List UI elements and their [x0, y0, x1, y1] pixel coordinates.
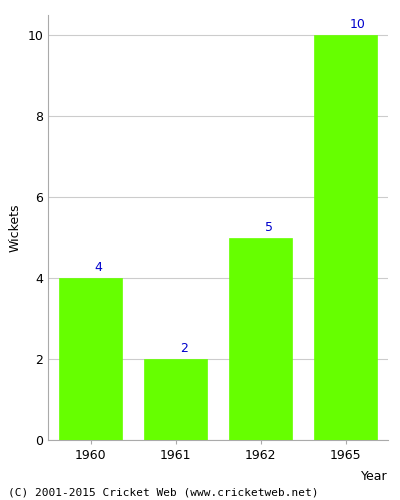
Y-axis label: Wickets: Wickets: [9, 203, 22, 252]
Bar: [314, 35, 377, 440]
Text: 2: 2: [180, 342, 188, 355]
Text: 4: 4: [95, 261, 103, 274]
Bar: [59, 278, 122, 440]
Text: Year: Year: [361, 470, 388, 483]
Text: (C) 2001-2015 Cricket Web (www.cricketweb.net): (C) 2001-2015 Cricket Web (www.cricketwe…: [8, 488, 318, 498]
Bar: [229, 238, 292, 440]
Text: 10: 10: [350, 18, 366, 31]
Text: 5: 5: [265, 220, 273, 234]
Bar: [144, 359, 207, 440]
